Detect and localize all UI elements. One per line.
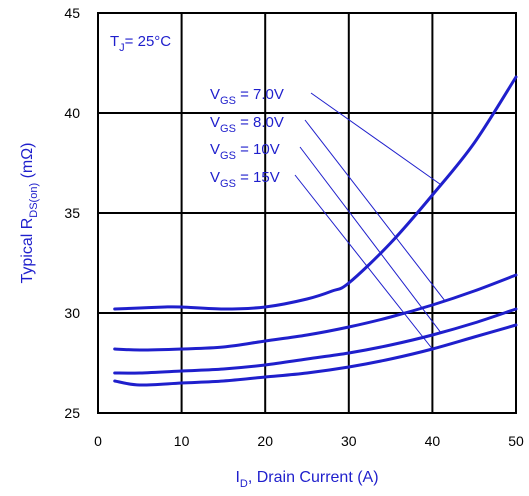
y-tick-label: 45 bbox=[64, 5, 80, 21]
curve-series-4 bbox=[113, 323, 518, 387]
y-tick-label: 25 bbox=[64, 405, 80, 421]
x-axis-title: ID, Drain Current (A) bbox=[235, 469, 378, 490]
y-tick-label: 40 bbox=[64, 105, 80, 121]
curve-series-2 bbox=[113, 273, 518, 352]
y-tick-label: 30 bbox=[64, 305, 80, 321]
x-tick-label: 30 bbox=[341, 433, 357, 449]
series-label-1: VGS = 7.0V bbox=[210, 86, 284, 107]
leader-line-series-2 bbox=[304, 119, 446, 302]
x-tick-label: 0 bbox=[94, 433, 102, 449]
series-label-3: VGS = 10V bbox=[210, 141, 280, 162]
leader-line-series-1 bbox=[310, 92, 442, 186]
y-axis-title: Typical RDS(on) (mΩ) bbox=[19, 142, 40, 283]
curve-series-1 bbox=[113, 75, 518, 311]
series-label-2: VGS = 8.0V bbox=[210, 114, 284, 135]
x-tick-label: 50 bbox=[508, 433, 524, 449]
leader-line-series-3 bbox=[299, 146, 442, 333]
series-label-4: VGS = 15V bbox=[210, 169, 280, 190]
x-tick-label: 20 bbox=[257, 433, 273, 449]
x-tick-label: 10 bbox=[174, 433, 190, 449]
tick-labels: 0 10 20 30 40 50 25 30 35 40 45 bbox=[64, 5, 524, 449]
junction-temperature-label: TJ= 25°C bbox=[110, 33, 171, 54]
y-tick-label: 35 bbox=[64, 205, 80, 221]
series-leader-lines bbox=[294, 92, 446, 350]
curve-series-3 bbox=[113, 307, 518, 375]
x-tick-label: 40 bbox=[425, 433, 441, 449]
grid-lines bbox=[98, 13, 516, 413]
leader-line-series-4 bbox=[294, 174, 433, 350]
plot-frame bbox=[97, 12, 517, 414]
curves bbox=[113, 75, 518, 387]
series-labels: VGS = 7.0V VGS = 8.0V VGS = 10V VGS = 15V bbox=[210, 86, 284, 190]
